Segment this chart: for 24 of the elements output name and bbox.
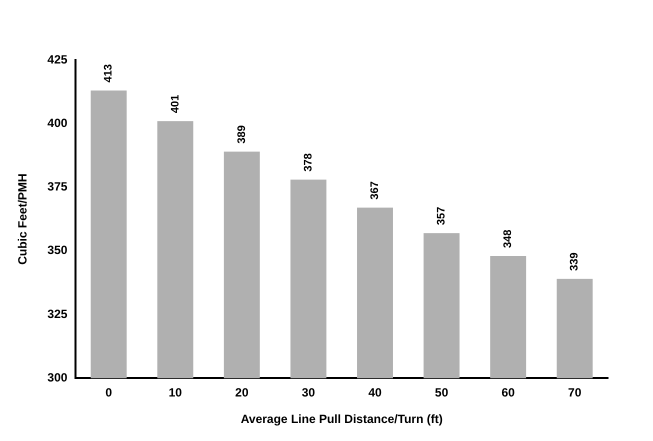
y-axis-title: Cubic Feet/PMH [16,173,30,265]
x-tick-label: 30 [302,386,316,400]
y-tick-label: 375 [47,180,68,194]
y-tick-label: 425 [47,52,68,66]
data-label: 339 [568,252,581,271]
y-tick-label: 400 [47,116,68,130]
data-label: 378 [302,153,314,172]
data-label: 389 [236,125,248,144]
x-tick-label: 40 [368,386,382,400]
data-label: 348 [502,230,514,248]
x-tick-label: 60 [501,386,516,400]
x-tick-label: 70 [568,386,582,400]
x-tick-label: 0 [105,386,112,400]
data-label: 401 [169,94,182,114]
data-label: 367 [369,181,382,200]
x-tick-label: 20 [235,386,249,400]
y-tick-label: 350 [47,243,68,258]
y-tick-label: 300 [47,370,68,385]
x-axis-title: Average Line Pull Distance/Turn (ft) [240,412,443,426]
x-tick-label: 10 [168,386,182,400]
data-label: 413 [102,64,115,83]
y-tick-label: 325 [47,306,68,321]
x-tick-label: 50 [434,386,449,400]
data-label: 357 [436,206,448,226]
